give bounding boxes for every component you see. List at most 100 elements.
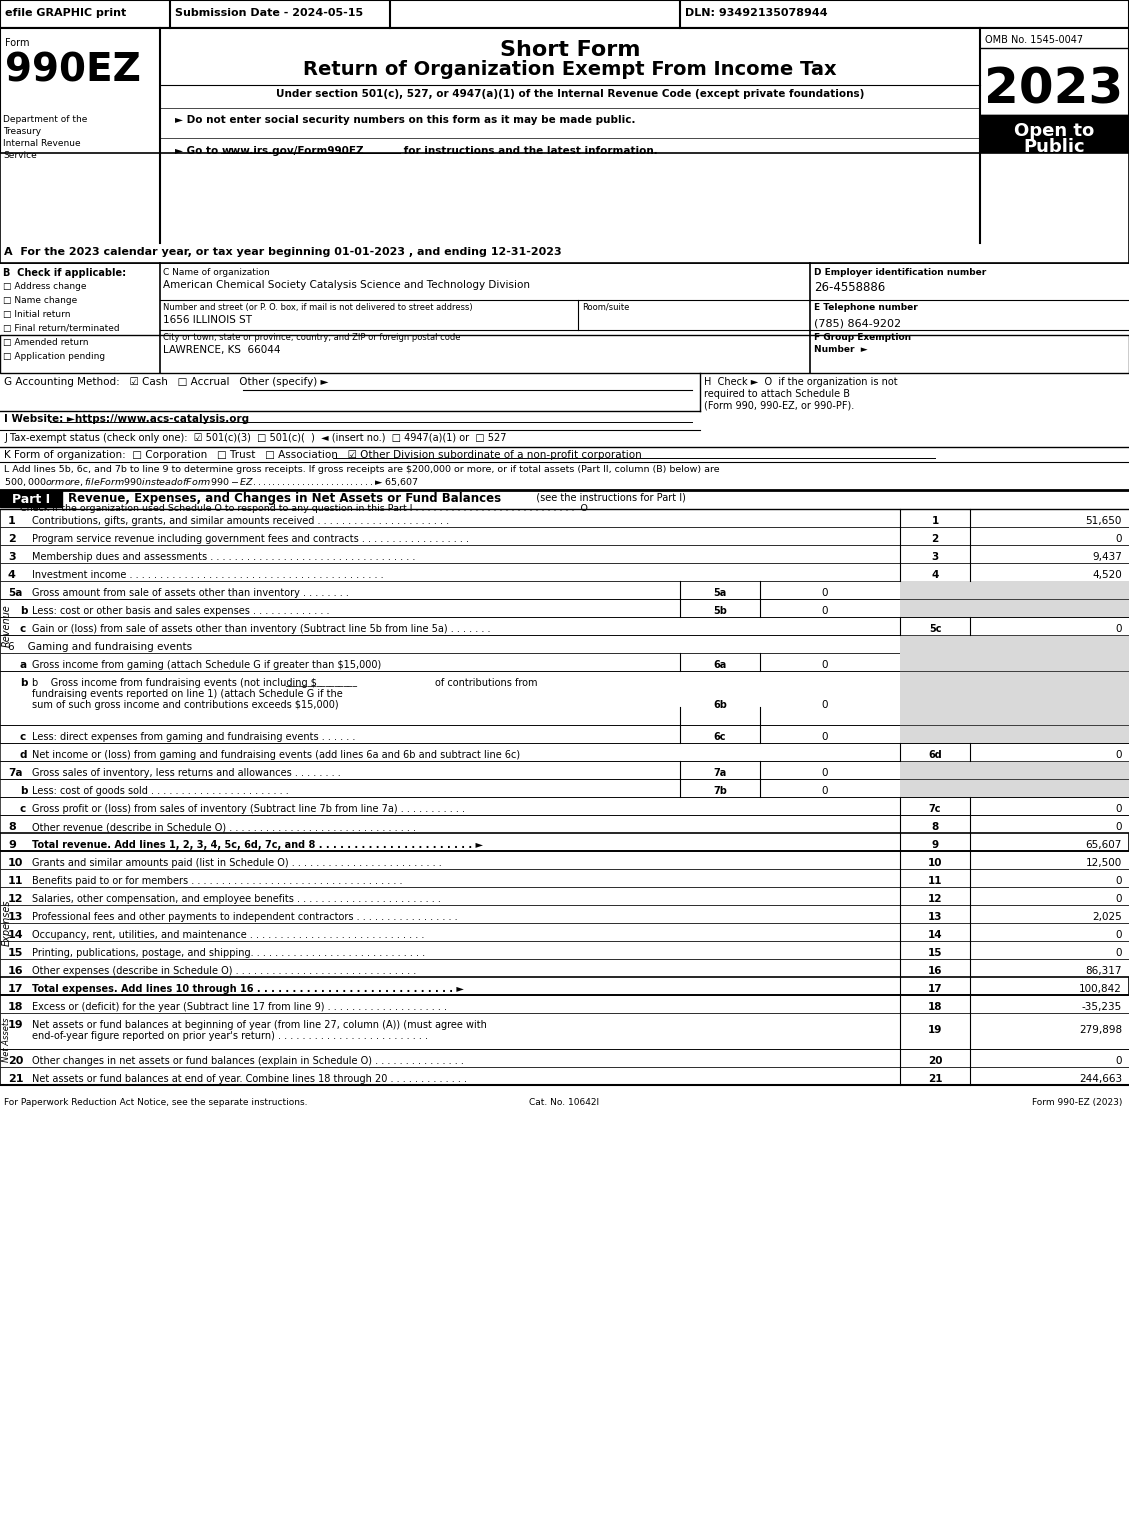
Text: □ Application pending: □ Application pending (3, 352, 105, 361)
Text: b: b (20, 785, 27, 796)
Text: 16: 16 (8, 965, 24, 976)
Text: 21: 21 (928, 1074, 943, 1084)
Text: Grants and similar amounts paid (list in Schedule O) . . . . . . . . . . . . . .: Grants and similar amounts paid (list in… (32, 859, 441, 868)
Text: 0: 0 (822, 700, 828, 711)
Text: 13: 13 (928, 912, 943, 923)
Text: 6d: 6d (928, 750, 942, 759)
Text: 279,898: 279,898 (1079, 1025, 1122, 1035)
Text: 6b: 6b (714, 700, 727, 711)
Text: Gross amount from sale of assets other than inventory . . . . . . . .: Gross amount from sale of assets other t… (32, 589, 349, 598)
Text: 5b: 5b (714, 605, 727, 616)
Text: Form 990-EZ (2023): Form 990-EZ (2023) (1032, 1098, 1122, 1107)
Text: 12: 12 (8, 894, 24, 904)
Text: b    Gross income from fundraising events (not including $: b Gross income from fundraising events (… (32, 679, 317, 688)
Text: 2: 2 (931, 534, 938, 544)
Bar (0, 490, 62, 506)
Bar (0, 743, 1129, 761)
Text: Benefits paid to or for members . . . . . . . . . . . . . . . . . . . . . . . . : Benefits paid to or for members . . . . … (32, 875, 403, 886)
Text: Gross sales of inventory, less returns and allowances . . . . . . . .: Gross sales of inventory, less returns a… (32, 769, 341, 778)
Text: 15: 15 (8, 949, 24, 958)
Bar (0, 923, 1129, 941)
Text: 17: 17 (8, 984, 24, 994)
Bar (0, 994, 1129, 1013)
Text: Revenue: Revenue (1, 604, 11, 648)
Bar (0, 814, 1129, 833)
Text: 5a: 5a (714, 589, 727, 598)
Text: Other changes in net assets or fund balances (explain in Schedule O) . . . . . .: Other changes in net assets or fund bala… (32, 1055, 464, 1066)
Text: ► Go to: ► Go to (175, 146, 222, 156)
Text: 0: 0 (1115, 894, 1122, 904)
Text: 244,663: 244,663 (1079, 1074, 1122, 1084)
Text: 65,607: 65,607 (1086, 840, 1122, 849)
Text: □ Name change: □ Name change (3, 296, 77, 305)
Text: Part I: Part I (12, 493, 50, 506)
Text: 2: 2 (8, 534, 16, 544)
Text: 0: 0 (1115, 624, 1122, 634)
Text: (785) 864-9202: (785) 864-9202 (814, 319, 901, 328)
Text: 51,650: 51,650 (1086, 515, 1122, 526)
Text: 0: 0 (1115, 930, 1122, 939)
Text: 18: 18 (928, 1002, 943, 1013)
Text: 7a: 7a (8, 769, 23, 778)
Text: B  Check if applicable:: B Check if applicable: (3, 268, 126, 278)
Text: 0: 0 (1115, 750, 1122, 759)
Text: 0: 0 (1115, 822, 1122, 833)
Text: OMB No. 1545-0047: OMB No. 1545-0047 (984, 35, 1083, 46)
Text: 8: 8 (931, 822, 938, 833)
Text: 0: 0 (822, 605, 828, 616)
Text: 4,520: 4,520 (1092, 570, 1122, 580)
Text: D Employer identification number: D Employer identification number (814, 268, 987, 278)
Text: 4: 4 (8, 570, 16, 580)
Bar (980, 114, 1129, 242)
Bar (0, 509, 1129, 528)
Text: 11: 11 (928, 875, 943, 886)
Text: ________________: ________________ (285, 679, 357, 686)
Bar (0, 336, 1129, 374)
Text: 6a: 6a (714, 660, 727, 669)
Text: 0: 0 (1115, 804, 1122, 814)
Text: C Name of organization: C Name of organization (163, 268, 270, 278)
Bar (0, 994, 14, 1084)
Text: 2023: 2023 (984, 66, 1123, 113)
Text: Excess or (deficit) for the year (Subtract line 17 from line 9) . . . . . . . . : Excess or (deficit) for the year (Subtra… (32, 1002, 447, 1013)
Bar (0, 152, 1129, 262)
Bar (900, 761, 1129, 779)
Text: For Paperwork Reduction Act Notice, see the separate instructions.: For Paperwork Reduction Act Notice, see … (5, 1098, 307, 1107)
Text: Room/suite: Room/suite (583, 303, 629, 313)
Text: a: a (20, 660, 27, 669)
Text: Under section 501(c), 527, or 4947(a)(1) of the Internal Revenue Code (except pr: Under section 501(c), 527, or 4947(a)(1)… (275, 88, 864, 99)
Text: Inspection: Inspection (1009, 156, 1099, 169)
Text: 4: 4 (931, 570, 938, 580)
Text: 3: 3 (931, 552, 938, 563)
Text: -35,235: -35,235 (1082, 1002, 1122, 1013)
Text: 17: 17 (928, 984, 943, 994)
Text: 10: 10 (8, 859, 24, 868)
Bar (0, 1068, 1129, 1084)
Bar (0, 904, 1129, 923)
Text: 7c: 7c (929, 804, 942, 814)
Text: 9: 9 (931, 840, 938, 849)
Bar (0, 27, 1129, 242)
Text: Net assets or fund balances at end of year. Combine lines 18 through 20 . . . . : Net assets or fund balances at end of ye… (32, 1074, 467, 1084)
Text: 26-4558886: 26-4558886 (814, 281, 885, 294)
Text: ► Do not enter social security numbers on this form as it may be made public.: ► Do not enter social security numbers o… (175, 114, 636, 125)
Text: Other expenses (describe in Schedule O) . . . . . . . . . . . . . . . . . . . . : Other expenses (describe in Schedule O) … (32, 965, 417, 976)
Text: 0: 0 (1115, 1055, 1122, 1066)
Text: 20: 20 (928, 1055, 943, 1066)
Text: Less: direct expenses from gaming and fundraising events . . . . . .: Less: direct expenses from gaming and fu… (32, 732, 356, 743)
Text: for instructions and the latest information.: for instructions and the latest informat… (400, 146, 658, 156)
Text: 14: 14 (928, 930, 943, 939)
Text: Total expenses. Add lines 10 through 16 . . . . . . . . . . . . . . . . . . . . : Total expenses. Add lines 10 through 16 … (32, 984, 464, 994)
Bar (0, 724, 1129, 743)
Text: 7b: 7b (714, 785, 727, 796)
Text: b: b (20, 679, 27, 688)
Bar (0, 978, 1129, 994)
Text: □ Final return/terminated: □ Final return/terminated (3, 323, 120, 332)
Text: 19: 19 (928, 1025, 943, 1035)
Text: 0: 0 (822, 660, 828, 669)
Text: 7a: 7a (714, 769, 727, 778)
Bar (0, 634, 1129, 653)
Text: 6    Gaming and fundraising events: 6 Gaming and fundraising events (8, 642, 192, 653)
Text: Department of the: Department of the (3, 114, 87, 124)
Bar (0, 851, 1129, 869)
